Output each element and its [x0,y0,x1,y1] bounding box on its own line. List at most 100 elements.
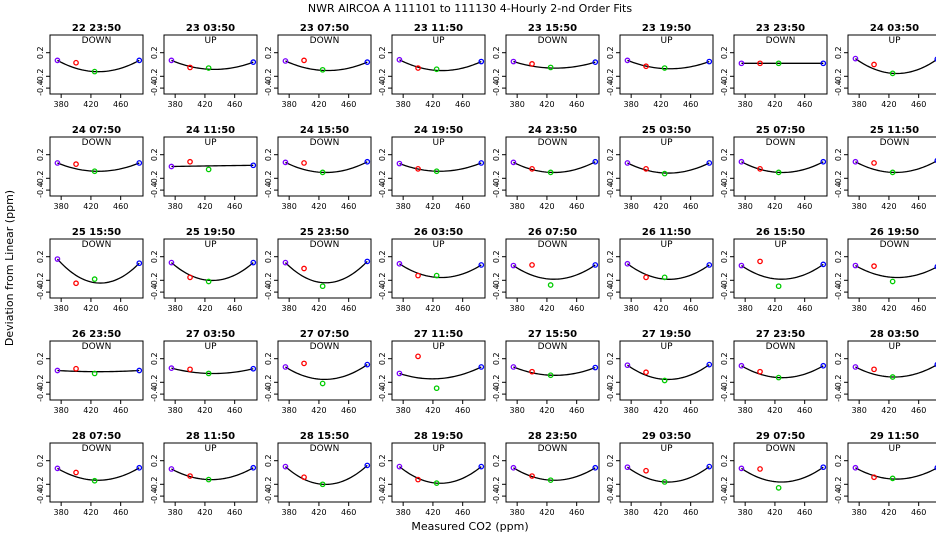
data-point [73,365,79,372]
data-point [934,362,936,368]
x-tick-label: 460 [113,406,128,415]
panel-title: 26 19:50 [870,227,919,238]
x-tick-label: 460 [227,304,242,313]
data-point [478,160,485,166]
data-point [775,169,782,176]
panel-mode-label: UP [432,138,445,148]
panel-mode-label: UP [888,444,901,454]
data-point [187,366,193,373]
fit-curve [855,160,936,174]
panel-mode-label: DOWN [82,444,112,454]
x-tick-label: 380 [852,100,867,109]
y-tick-label: -0.4 [36,284,45,300]
y-tick-label: 0.2 [720,352,729,365]
data-point [319,283,326,290]
data-point [738,262,745,269]
x-tick-label: 460 [911,304,926,313]
data-point [934,465,936,471]
x-tick-label: 460 [455,406,470,415]
y-tick-label: -0.2 [606,272,615,288]
data-point [852,158,859,165]
panel-mode-label: UP [660,444,673,454]
y-tick-label: 0.2 [150,352,159,365]
data-point [643,63,649,70]
y-tick-label: -0.2 [378,476,387,492]
fit-curve [855,264,936,279]
panel-mode-label: DOWN [310,444,340,454]
data-point [478,262,485,268]
y-tick-label: 0.2 [378,46,387,59]
data-point [168,365,175,371]
fit-curve [399,466,482,484]
panel: 25 15:50 DOWN 380 420 460 -0.4-0.2 0.2 [36,227,144,313]
panel: 23 11:50 UP 380 420 460 -0.4-0.2 0.2 [378,23,486,109]
x-tick-label: 380 [624,202,639,211]
x-tick-label: 420 [767,406,782,415]
y-tick-label: 0.2 [606,352,615,365]
y-tick-label: 0.2 [834,148,843,161]
x-tick-label: 380 [282,406,297,415]
y-tick-label: -0.4 [606,488,615,504]
data-point [661,274,668,281]
fit-curve [627,162,710,174]
y-tick-label: -0.2 [720,68,729,84]
data-point [852,464,859,471]
x-tick-label: 420 [539,406,554,415]
data-point [871,160,877,166]
y-tick-label: -0.4 [834,80,843,96]
fit-curve [285,464,368,486]
panel-frame [847,340,936,401]
y-tick-label: -0.2 [492,374,501,390]
x-tick-label: 420 [83,304,98,313]
y-tick-label: -0.4 [492,488,501,504]
panel-frame [619,340,714,401]
data-point [282,58,289,64]
x-tick-label: 460 [797,304,812,313]
panel: 27 23:50 DOWN 380 420 460 -0.4-0.2 0.2 [720,329,828,415]
y-tick-label: -0.4 [150,386,159,402]
x-tick-label: 460 [113,100,128,109]
fit-curve [627,466,710,483]
data-point [529,166,535,172]
x-tick-label: 380 [510,202,525,211]
panel: 27 15:50 DOWN 380 420 460 -0.4-0.2 0.2 [492,329,600,415]
x-tick-label: 460 [455,304,470,313]
x-tick-label: 420 [83,508,98,517]
x-tick-label: 420 [425,406,440,415]
data-point [775,283,782,290]
panel-frame [49,136,144,197]
panel-mode-label: DOWN [880,240,910,250]
x-tick-label: 420 [197,508,212,517]
data-point [282,364,289,370]
panel-title: 27 23:50 [756,329,805,340]
panel-title: 26 23:50 [72,329,121,340]
data-point [250,259,257,266]
panel-mode-label: UP [204,138,217,148]
y-tick-label: 0.2 [264,46,273,59]
data-point [364,158,371,165]
fit-curve [171,164,254,168]
panel-mode-label: UP [888,342,901,352]
x-tick-label: 420 [197,100,212,109]
panel-frame [277,238,372,299]
fit-curve [627,59,710,70]
y-tick-label: -0.2 [36,374,45,390]
data-point [136,367,143,374]
y-tick-label: 0.2 [36,454,45,467]
panel-frame [505,136,600,197]
x-tick-label: 380 [282,100,297,109]
x-tick-label: 420 [881,100,896,109]
x-tick-label: 460 [227,508,242,517]
data-point [205,476,212,483]
data-point [433,480,440,486]
y-tick-label: 0.2 [150,454,159,467]
y-tick-label: -0.2 [36,170,45,186]
y-tick-label: -0.4 [36,80,45,96]
x-tick-label: 420 [83,100,98,109]
y-tick-label: -0.4 [264,386,273,402]
panel-frame [391,34,486,95]
panel-mode-label: UP [432,342,445,352]
panel-frame [847,136,936,197]
y-tick-label: -0.4 [720,386,729,402]
